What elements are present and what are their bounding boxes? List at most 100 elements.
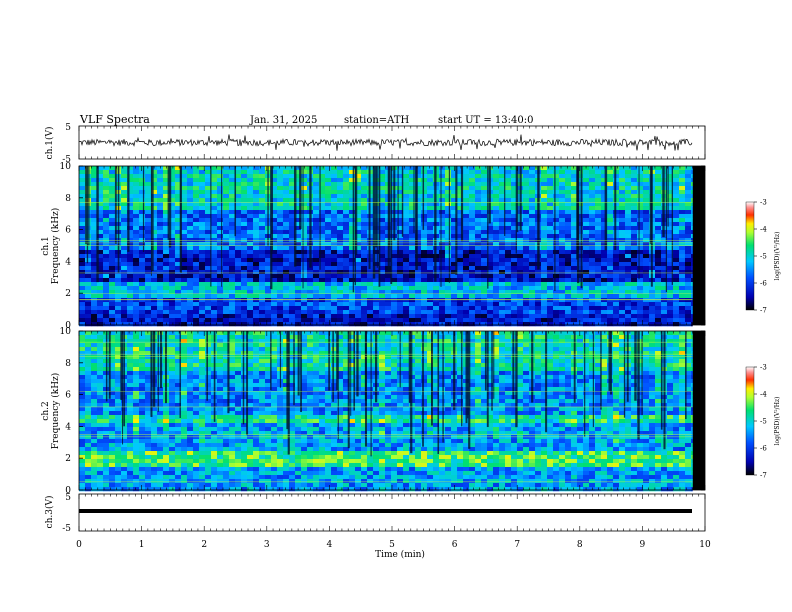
spectrogram-cell <box>667 230 674 235</box>
spectrogram-cell <box>445 258 452 263</box>
spectrogram-cell <box>673 174 680 179</box>
spectrogram-cell <box>427 230 434 235</box>
spectrogram-cell <box>181 306 188 311</box>
spectrogram-cell <box>343 286 350 291</box>
spectrogram-cell <box>421 190 428 195</box>
spectrogram-cell <box>661 286 668 291</box>
spectrogram-cell <box>481 190 488 195</box>
spectrogram-cell <box>91 290 98 295</box>
spectrogram-cell <box>541 218 548 223</box>
spectrogram-cell <box>301 194 308 199</box>
spectrogram-cell <box>289 310 296 315</box>
spectrogram-cell <box>325 226 332 231</box>
spectrogram-cell <box>451 218 458 223</box>
spectrogram-cell <box>121 218 128 223</box>
spectrogram-cell <box>115 395 122 400</box>
spectrogram-cell <box>691 194 693 199</box>
spectrogram-cell <box>679 266 686 271</box>
spectrogram-cell <box>355 294 362 299</box>
sferic-streak <box>388 166 390 247</box>
spectrogram-cell <box>427 294 434 299</box>
spectrogram-cell <box>415 222 422 227</box>
spectrogram-cell <box>181 459 188 464</box>
spectrogram-cell <box>493 238 500 243</box>
spectrogram-cell <box>559 246 566 251</box>
spectrogram-cell <box>529 258 536 263</box>
spectrogram-cell <box>163 322 170 327</box>
spectrogram-cell <box>145 419 152 424</box>
spectrogram-cell <box>145 451 152 456</box>
spectrogram-cell <box>673 194 680 199</box>
spectrogram-cell <box>115 286 122 291</box>
spectrogram-cell <box>199 266 206 271</box>
spectrogram-cell <box>193 274 200 279</box>
spectrogram-cell <box>529 238 536 243</box>
spectrogram-cell <box>457 314 464 319</box>
spectrogram-cell <box>109 318 116 323</box>
spectrogram-cell <box>145 274 152 279</box>
spectrogram-cell <box>445 302 452 307</box>
spectrogram-cell <box>349 230 356 235</box>
spectrogram-cell <box>397 302 404 307</box>
spectrogram-cell <box>181 210 188 215</box>
spectrogram-cell <box>583 246 590 251</box>
spectrogram-cell <box>487 294 494 299</box>
spectrogram-cell <box>373 290 380 295</box>
spectrogram-cell <box>283 194 290 199</box>
spectrogram-cell <box>427 222 434 227</box>
spectrogram-cell <box>283 170 290 175</box>
spectrogram-cell <box>547 170 554 175</box>
spectrogram-cell <box>637 298 644 303</box>
spectrogram-cell <box>445 318 452 323</box>
spectrogram-cell <box>595 166 602 171</box>
spectrogram-cell <box>163 222 170 227</box>
spectrogram-cell <box>565 210 572 215</box>
spectrogram-cell <box>385 274 392 279</box>
spectrogram-cell <box>493 262 500 267</box>
spectrogram-cell <box>241 266 248 271</box>
spectrogram-cell <box>139 375 146 380</box>
spectrogram-cell <box>463 246 470 251</box>
spectrogram-cell <box>97 347 104 352</box>
spectrogram-cell <box>151 190 158 195</box>
spectrogram-cell <box>583 238 590 243</box>
spectrogram-cell <box>475 314 482 319</box>
spectrogram-cell <box>163 270 170 275</box>
spectrogram-cell <box>379 202 386 207</box>
spectrogram-cell <box>355 270 362 275</box>
spectrogram-cell <box>295 234 302 239</box>
spectrogram-cell <box>541 242 548 247</box>
spectrogram-cell <box>307 282 314 287</box>
spectrogram-cell <box>403 254 410 259</box>
spectrogram-cell <box>529 226 536 231</box>
spectrogram-cell <box>547 290 554 295</box>
spectrogram-cell <box>193 286 200 291</box>
spectrogram-cell <box>217 286 224 291</box>
spectrogram-cell <box>403 222 410 227</box>
spectrogram-cell <box>97 186 104 191</box>
spectrogram-cell <box>583 210 590 215</box>
spectrogram-cell <box>121 254 128 259</box>
spectrogram-cell <box>163 242 170 247</box>
spectrogram-cell <box>547 202 554 207</box>
spectrogram-cell <box>283 218 290 223</box>
spectrogram-cell <box>133 306 140 311</box>
spectrogram-cell <box>505 278 512 283</box>
spectrogram-cell <box>133 258 140 263</box>
spectrogram-cell <box>601 218 608 223</box>
spectrogram-cell <box>223 210 230 215</box>
spectrogram-cell <box>445 230 452 235</box>
spectrogram-cell <box>205 198 212 203</box>
spectrogram-cell <box>427 238 434 243</box>
spectrogram-cell <box>301 282 308 287</box>
spectrogram-cell <box>187 282 194 287</box>
spectrogram-cell <box>241 274 248 279</box>
spectrogram-cell <box>685 190 692 195</box>
spectrogram-cell <box>205 166 212 171</box>
spectrogram-cell <box>637 258 644 263</box>
spectrogram-cell <box>253 258 260 263</box>
spectrogram-cell <box>193 210 200 215</box>
spectrogram-cell <box>211 194 218 199</box>
spectrogram-cell <box>445 222 452 227</box>
spectrogram-cell <box>589 182 596 187</box>
